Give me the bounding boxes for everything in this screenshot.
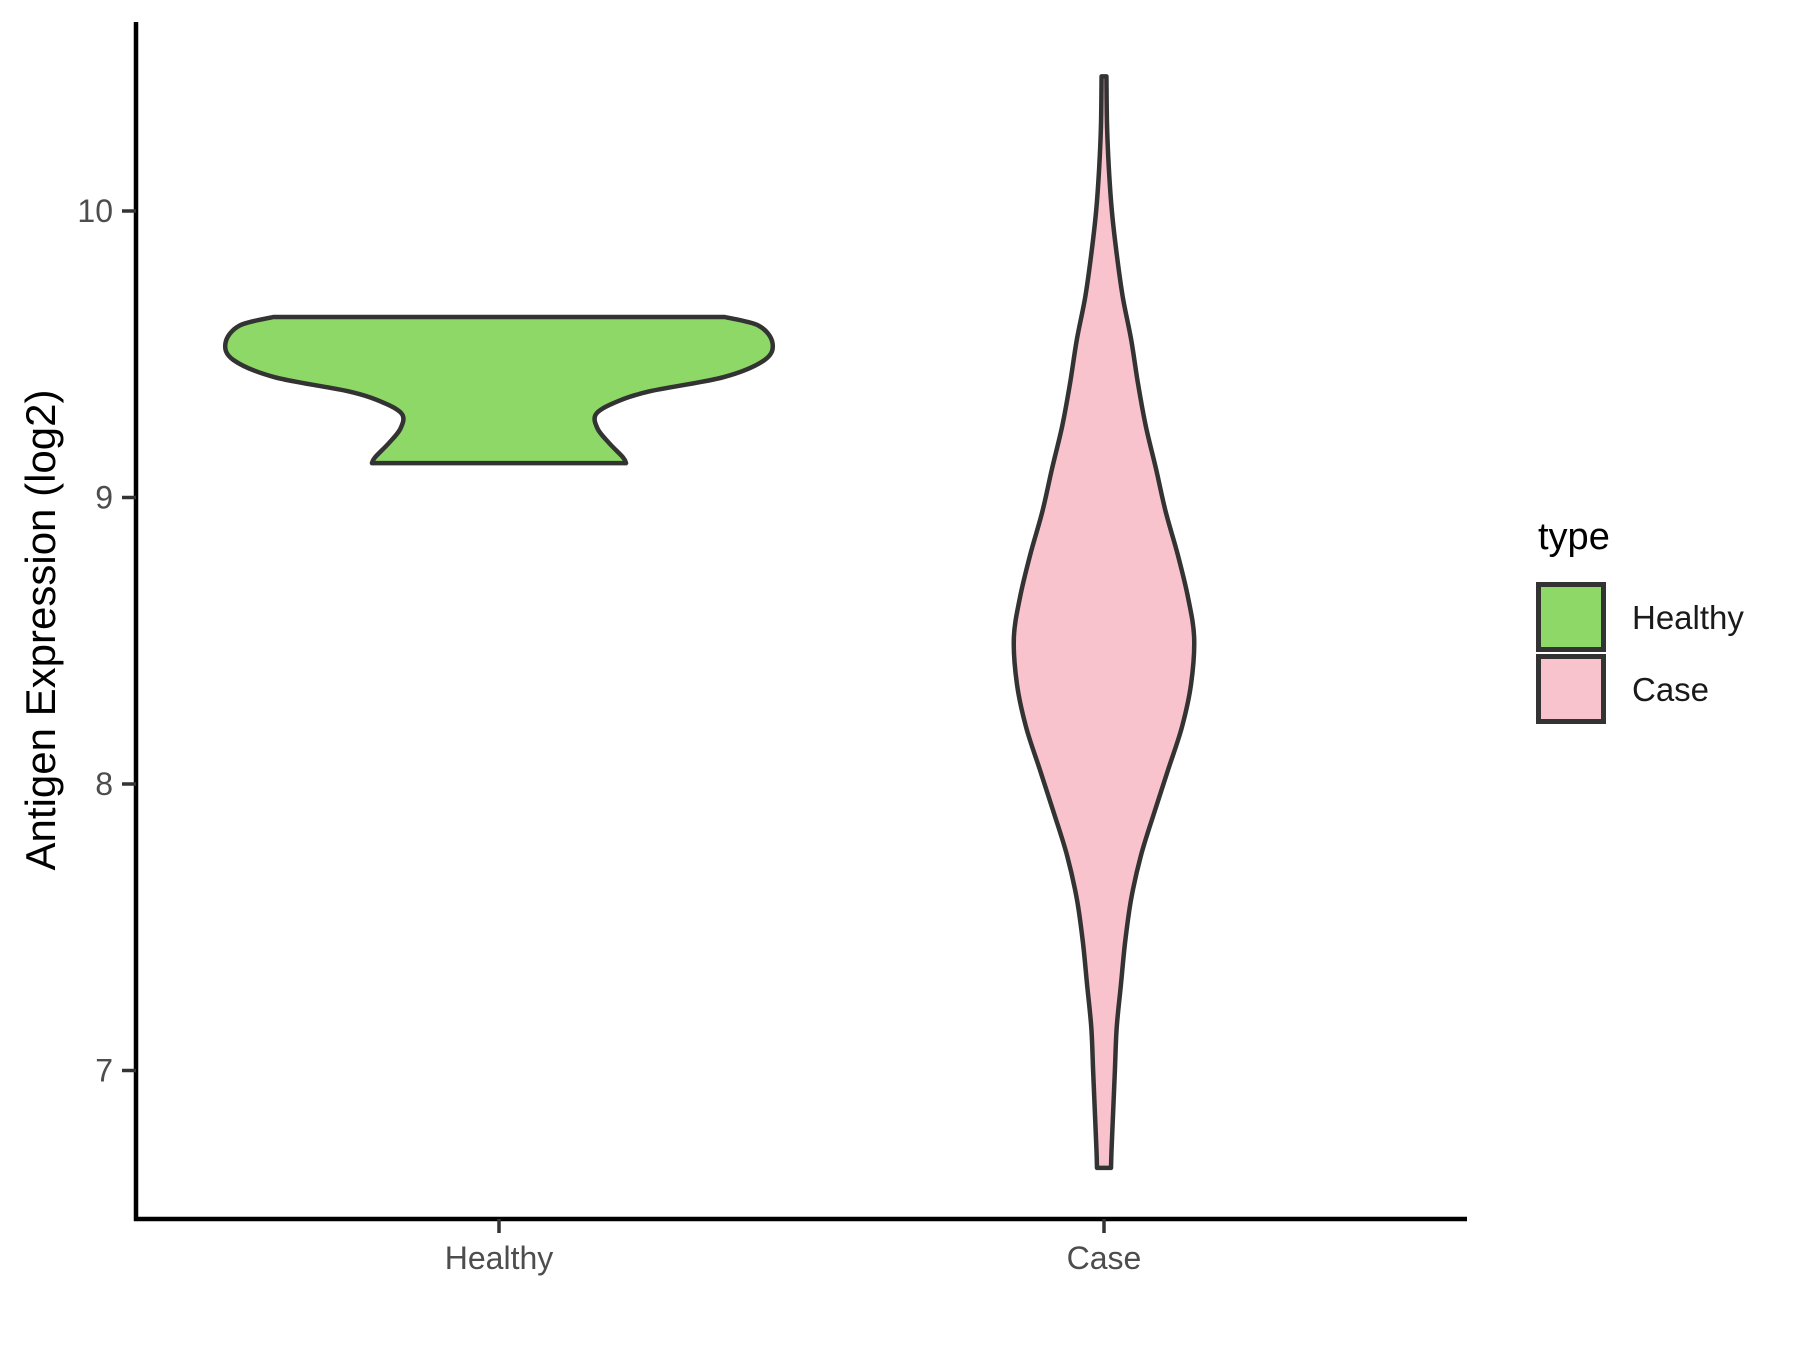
legend-label-case: Case [1632,670,1710,708]
y-tick-label: 7 [95,1053,113,1089]
y-tick-label: 9 [95,480,113,516]
y-axis-title: Antigen Expression (log2) [17,390,64,871]
y-tick-label: 8 [95,766,113,802]
x-tick-label-healthy: Healthy [445,1240,554,1276]
legend-swatch-case [1536,654,1606,724]
y-axis-ticks: 7 8 9 10 [77,193,136,1089]
legend: type Healthy Case [1536,518,1744,726]
legend-entry-healthy: Healthy [1536,582,1744,652]
legend-swatch-healthy [1536,582,1606,652]
legend-entries: Healthy Case [1536,582,1744,726]
axes-layer [133,22,1467,1222]
legend-title: type [1538,516,1610,558]
y-tick-label: 10 [77,193,113,229]
violin-healthy [222,314,776,466]
x-axis-ticks: Healthy Case [445,1219,1142,1276]
violin-case [1011,74,1197,1171]
violin-layer [222,74,1197,1171]
legend-label-healthy: Healthy [1632,598,1744,636]
x-tick-label-case: Case [1067,1240,1142,1276]
legend-entry-case: Case [1536,654,1744,724]
